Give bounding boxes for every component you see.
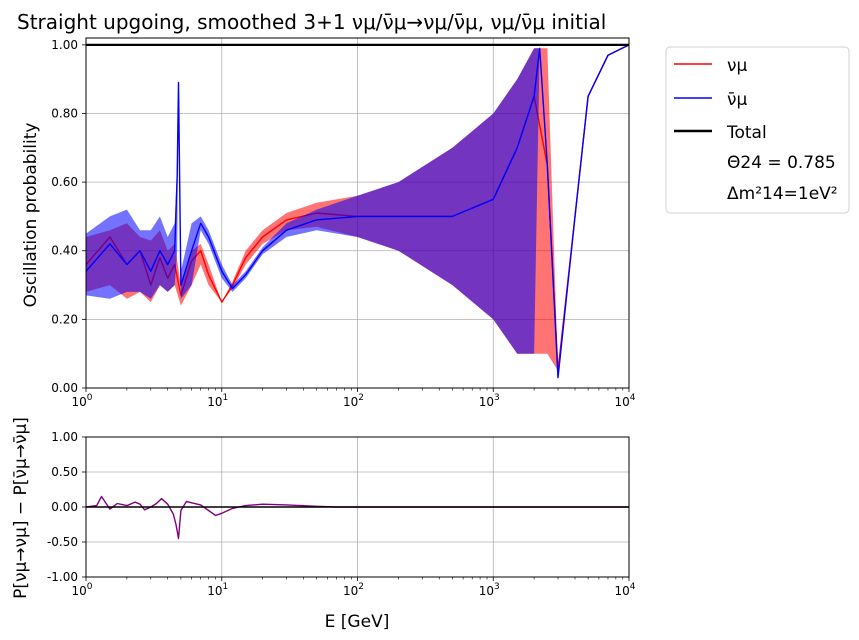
legend: νμ ν̄μ Total Θ24 = 0.785 Δm²14=1eV² [665, 46, 850, 214]
top-y-tick-label: 0.60 [51, 175, 78, 189]
top-y-tick-label: 1.00 [51, 38, 78, 52]
bottom-x-tick-label: 104 [614, 582, 635, 598]
top-axes: 0.00 0.20 0.40 0.60 0.80 1.00 100 101 102 103 104 [51, 37, 636, 409]
bottom-y-tick-label: 0.50 [51, 465, 78, 479]
top-x-tick-label: 100 [71, 393, 92, 409]
legend-label-numubar: ν̄μ [727, 90, 747, 110]
x-axis-label: E [GeV] [325, 612, 390, 632]
top-x-tick-label: 102 [343, 393, 364, 409]
chart-title: Straight upgoing, smoothed 3+1 νμ/ν̄μ→νμ… [17, 10, 606, 34]
bottom-y-tick-label: 1.00 [51, 430, 78, 444]
legend-label-numu: νμ [727, 56, 747, 76]
top-x-tick-label: 101 [207, 393, 228, 409]
bottom-x-tick-label: 102 [343, 582, 364, 598]
top-y-tick-label: 0.00 [51, 381, 78, 395]
top-y-axis-label: Oscillation probability [21, 123, 41, 308]
legend-annotation-theta: Θ24 = 0.785 [727, 153, 836, 173]
legend-annotation-dm2: Δm²14=1eV² [727, 184, 838, 204]
bottom-x-tick-label: 101 [207, 582, 228, 598]
bottom-y-tick-label: 0.00 [51, 500, 78, 514]
bottom-plot-area [86, 495, 629, 540]
top-plot-area [86, 43, 629, 379]
top-y-tick-label: 0.80 [51, 106, 78, 120]
bottom-axes-frame [85, 436, 630, 578]
top-series-2-oscillation-band [86, 44, 629, 378]
bottom-x-tick-label: 103 [479, 582, 500, 598]
top-x-tick-label: 103 [479, 393, 500, 409]
top-axes-frame [85, 37, 630, 389]
top-y-tick-label: 0.40 [51, 244, 78, 258]
bottom-x-tick-label: 100 [71, 582, 92, 598]
top-x-tick-label: 104 [614, 393, 635, 409]
top-y-tick-label: 0.20 [51, 312, 78, 326]
legend-frame [665, 46, 850, 214]
bottom-axes: -1.00 -0.50 0.00 0.50 1.00 100 101 102 103 104 [47, 430, 636, 598]
bottom-y-axis-label: P[νμ→νμ] − P[ν̄μ→ν̄μ] [11, 417, 31, 599]
bottom-y-tick-label: -0.50 [47, 535, 78, 549]
legend-label-total: Total [726, 123, 767, 143]
bottom-y-tick-label: -1.00 [47, 570, 78, 584]
top-series-2-line [86, 44, 629, 379]
bottom-series-1-line [86, 495, 629, 540]
